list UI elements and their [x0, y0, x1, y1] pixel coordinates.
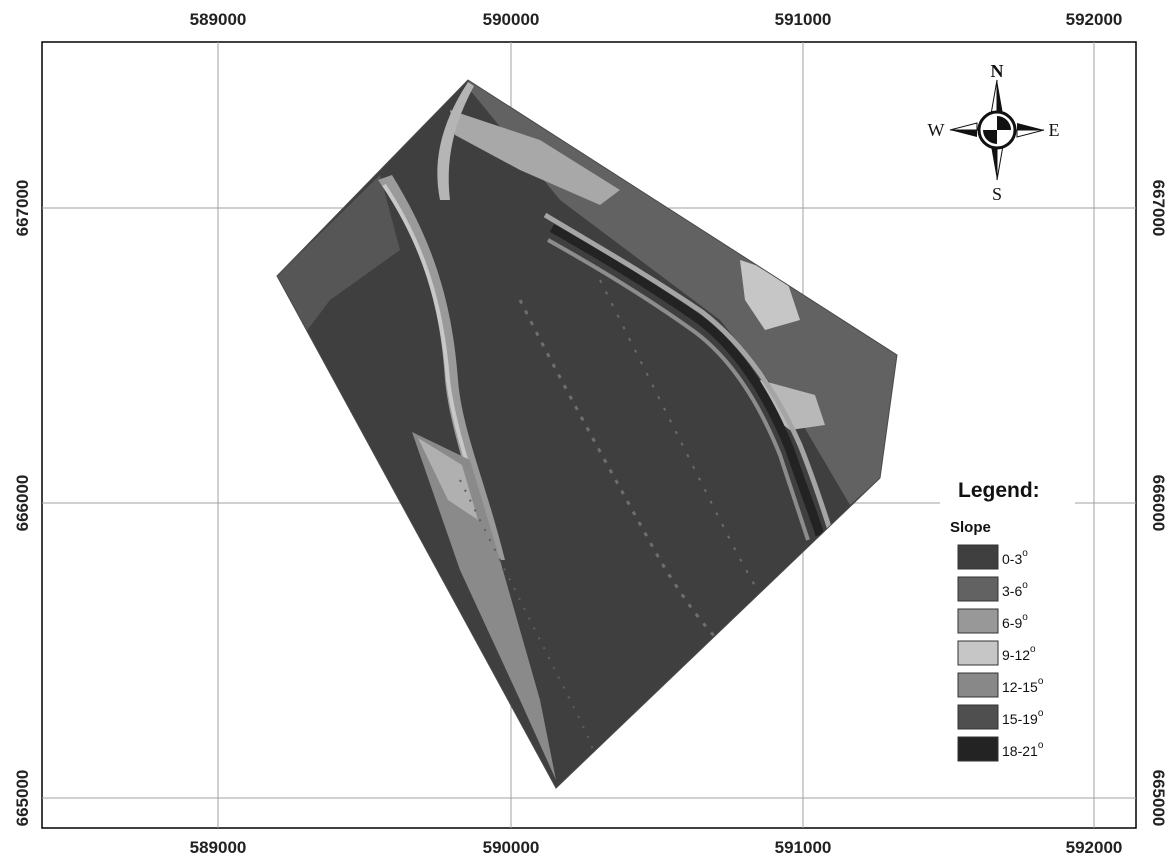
legend-swatch-3 — [957, 608, 999, 634]
legend-label-7: 18-21o — [1002, 740, 1044, 759]
legend-label-3: 6-9o — [1002, 612, 1028, 631]
slope-zone-channel-edge-2 — [547, 238, 810, 541]
slope-zone-ridge-north — [437, 82, 474, 200]
legend-swatch-5 — [957, 672, 999, 698]
legend: Legend: Slope 0-3o 3-6o 6-9o 9-12o 12-15o 15-… — [940, 470, 1075, 775]
legend-label-4: 9-12o — [1002, 644, 1036, 663]
study-area-outline — [276, 79, 898, 789]
legend-swatch-2 — [957, 576, 999, 602]
legend-label-2: 3-6o — [1002, 580, 1028, 599]
compass-label-w: W — [928, 120, 945, 140]
legend-label-1: 0-3o — [1002, 548, 1028, 567]
compass-quadrant-sw — [983, 130, 997, 144]
slope-zone-central-line-3 — [459, 479, 606, 788]
y-tick-right-1: 667000 — [1149, 180, 1166, 237]
x-tick-bottom-2: 590000 — [483, 838, 540, 857]
compass-label-e: E — [1049, 120, 1060, 140]
slope-zone-light-sw — [418, 438, 478, 520]
y-tick-left-3: 665000 — [13, 770, 32, 827]
slope-zone-9-12-n — [450, 110, 620, 205]
y-tick-right-3: 665000 — [1149, 770, 1166, 827]
compass-west-point-light — [949, 122, 978, 131]
y-tick-left-1: 667000 — [13, 180, 32, 237]
legend-title: Legend: — [958, 479, 1040, 502]
legend-items: 0-3o 3-6o 6-9o 9-12o 12-15o 15-19o 18-21o — [957, 544, 1044, 762]
y-tick-labels-left: 667000 666000 665000 — [13, 180, 32, 827]
x-tick-labels-top: 589000 590000 591000 592000 — [190, 10, 1123, 29]
y-tick-labels-right: 667000 666000 665000 — [1149, 180, 1166, 827]
compass-label-s: S — [992, 184, 1002, 204]
compass-east-point-light — [1016, 129, 1045, 138]
x-tick-labels-bottom: 589000 590000 591000 592000 — [190, 838, 1123, 857]
compass-quadrant-ne — [997, 116, 1011, 130]
compass-rose-icon: N S W E — [928, 61, 1060, 204]
legend-subtitle: Slope — [950, 519, 991, 536]
slope-raster — [276, 79, 898, 789]
slope-zone-18-21-channel — [549, 224, 825, 537]
legend-swatch-4 — [957, 640, 999, 666]
slope-zone-3-6-w — [277, 175, 400, 340]
x-tick-top-2: 590000 — [483, 10, 540, 29]
y-tick-left-2: 666000 — [13, 475, 32, 532]
legend-label-6: 15-19o — [1002, 708, 1044, 727]
slope-zone-channel-edge — [543, 212, 833, 531]
legend-swatch-6 — [957, 704, 999, 730]
x-tick-top-1: 589000 — [190, 10, 247, 29]
x-tick-bottom-3: 591000 — [775, 838, 832, 857]
x-tick-bottom-4: 592000 — [1066, 838, 1123, 857]
legend-swatch-7 — [957, 736, 999, 762]
compass-label-n: N — [991, 61, 1004, 81]
y-tick-right-2: 666000 — [1149, 475, 1166, 532]
x-tick-bottom-1: 589000 — [190, 838, 247, 857]
slope-zone-central-line-2 — [599, 279, 771, 611]
x-tick-top-3: 591000 — [775, 10, 832, 29]
slope-zone-9-12-sw — [412, 432, 556, 780]
legend-label-5: 12-15o — [1002, 676, 1044, 695]
slope-zone-central-line-1 — [518, 299, 731, 652]
x-tick-top-4: 592000 — [1066, 10, 1123, 29]
slope-zone-ridge-west — [378, 175, 505, 560]
legend-swatch-1 — [957, 544, 999, 570]
